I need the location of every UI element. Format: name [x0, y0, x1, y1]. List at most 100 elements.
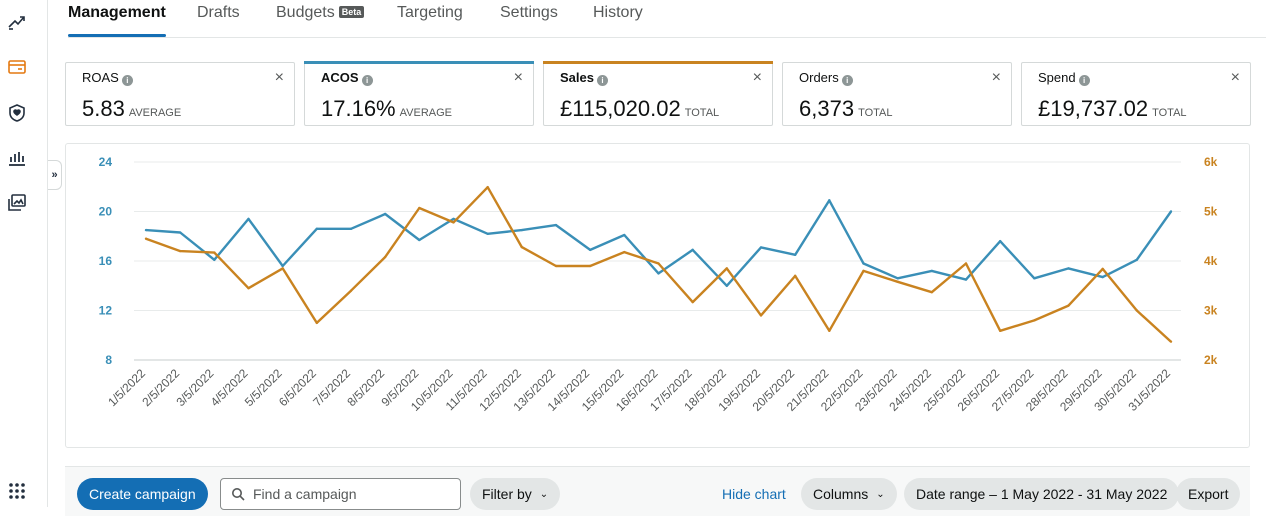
data-point-acos	[1169, 210, 1173, 213]
data-point-sales	[520, 245, 524, 249]
campaign-toolbar: Create campaign Find a campaign Filter b…	[65, 466, 1250, 516]
data-point-sales	[418, 206, 421, 210]
close-icon[interactable]: ×	[274, 69, 284, 86]
metric-card-acos[interactable]: ACOS i × 17.16% AVERAGE	[304, 61, 534, 126]
data-point-acos	[247, 217, 250, 221]
close-icon[interactable]: ×	[991, 69, 1001, 86]
data-point-acos	[144, 228, 148, 232]
metric-value: 5.83 AVERAGE	[82, 96, 182, 121]
data-point-sales	[1067, 304, 1070, 307]
metric-accent-bar	[543, 61, 773, 64]
search-input[interactable]: Find a campaign	[220, 478, 461, 510]
right-axis-tick-label: 4k	[1204, 254, 1218, 268]
data-point-sales	[964, 262, 968, 265]
data-point-sales	[144, 237, 148, 240]
tab-drafts[interactable]: Drafts	[197, 4, 240, 34]
right-axis-tick-label: 5k	[1204, 205, 1218, 219]
trend-chart-icon[interactable]	[6, 10, 28, 32]
info-icon[interactable]: i	[121, 75, 133, 86]
data-point-acos	[281, 264, 284, 268]
tab-management[interactable]: Management	[68, 4, 166, 37]
right-axis-tick-label: 6k	[1204, 155, 1218, 169]
expand-sidebar-button[interactable]: »	[48, 160, 62, 190]
info-icon[interactable]: i	[1078, 75, 1090, 86]
tab-label: Settings	[500, 4, 558, 21]
left-axis-tick-label: 20	[99, 205, 113, 219]
data-point-acos	[998, 240, 1002, 243]
data-point-acos	[213, 258, 216, 261]
search-icon	[232, 488, 245, 501]
right-axis-tick-label: 2k	[1204, 353, 1218, 367]
data-point-acos	[315, 227, 319, 231]
data-point-acos	[623, 233, 626, 237]
data-point-sales	[213, 251, 216, 254]
metric-card-orders[interactable]: Orders i × 6,373 TOTAL	[782, 62, 1012, 126]
left-sidebar	[0, 0, 48, 507]
data-point-sales	[725, 267, 729, 270]
metric-sub: TOTAL	[684, 107, 720, 119]
data-point-acos	[486, 232, 489, 235]
tab-label: Targeting	[397, 4, 463, 21]
card-icon[interactable]	[6, 56, 28, 78]
data-point-acos	[1101, 275, 1104, 279]
create-campaign-button[interactable]: Create campaign	[77, 478, 208, 510]
info-icon[interactable]: i	[596, 75, 608, 86]
close-icon[interactable]: ×	[752, 69, 762, 86]
data-point-sales	[657, 262, 660, 265]
data-point-sales	[1135, 309, 1139, 312]
data-point-acos	[178, 231, 182, 234]
info-icon[interactable]: i	[841, 75, 853, 86]
metric-card-roas[interactable]: ROAS i × 5.83 AVERAGE	[65, 62, 295, 126]
bar-chart-icon[interactable]	[6, 147, 28, 169]
tab-label: History	[593, 4, 643, 21]
hide-chart-link[interactable]: Hide chart	[722, 486, 786, 502]
columns-button[interactable]: Columns ⌄	[801, 478, 897, 510]
data-point-sales	[828, 329, 831, 332]
data-point-sales	[486, 186, 489, 189]
tab-history[interactable]: History	[593, 4, 643, 34]
metric-label: ACOS i	[321, 70, 373, 86]
chevron-down-icon: ⌄	[539, 488, 549, 500]
date-range-button[interactable]: Date range – 1 May 2022 - 31 May 2022	[904, 478, 1180, 510]
filter-by-button[interactable]: Filter by ⌄	[470, 478, 561, 510]
metric-card-spend[interactable]: Spend i × £19,737.02 TOTAL	[1021, 62, 1251, 126]
left-axis-tick-label: 8	[105, 353, 112, 367]
data-point-sales	[1169, 340, 1173, 343]
data-point-sales	[1101, 267, 1104, 271]
metric-sub: TOTAL	[1152, 107, 1187, 119]
data-point-acos	[1135, 258, 1139, 261]
search-placeholder: Find a campaign	[253, 486, 357, 502]
close-icon[interactable]: ×	[1230, 69, 1240, 86]
metric-card-sales[interactable]: Sales i × £115,020.02 TOTAL	[543, 61, 773, 126]
close-icon[interactable]: ×	[513, 69, 523, 86]
data-point-acos	[554, 223, 558, 227]
left-axis-tick-label: 24	[99, 155, 113, 169]
data-point-sales	[452, 221, 455, 224]
tab-settings[interactable]: Settings	[500, 4, 558, 34]
data-point-acos	[828, 199, 831, 202]
data-point-acos	[862, 262, 865, 265]
data-point-acos	[964, 278, 968, 281]
metric-value: 6,373 TOTAL	[799, 96, 893, 121]
data-point-sales	[349, 289, 353, 292]
image-gallery-icon[interactable]	[6, 192, 28, 214]
tab-label: Drafts	[197, 4, 240, 21]
tab-targeting[interactable]: Targeting	[397, 4, 463, 34]
data-point-sales	[930, 290, 934, 294]
data-point-acos	[418, 238, 421, 242]
data-point-sales	[383, 255, 387, 259]
data-point-acos	[588, 248, 592, 252]
metric-label: Spend i	[1038, 70, 1090, 86]
info-icon[interactable]: i	[361, 75, 373, 86]
data-point-acos	[930, 269, 934, 273]
data-point-sales	[691, 300, 694, 304]
metric-label: ROAS i	[82, 70, 133, 86]
shield-icon[interactable]	[6, 102, 28, 124]
tab-budgets[interactable]: Budgets Beta	[276, 4, 365, 34]
apps-grid-icon[interactable]	[6, 480, 28, 502]
data-point-sales	[588, 264, 592, 268]
export-button[interactable]: Export	[1176, 478, 1241, 510]
right-axis-tick-label: 3k	[1204, 304, 1218, 318]
metric-sub: AVERAGE	[399, 107, 452, 119]
performance-chart: 8 2k 12 3k 16 4k 20 5k 24 6k 1/5/2022 2/5/2022 3/5/2…	[65, 143, 1250, 448]
